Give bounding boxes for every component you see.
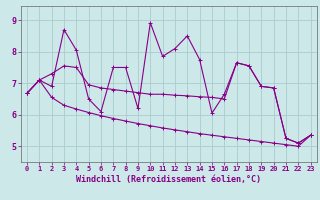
X-axis label: Windchill (Refroidissement éolien,°C): Windchill (Refroidissement éolien,°C) bbox=[76, 175, 261, 184]
